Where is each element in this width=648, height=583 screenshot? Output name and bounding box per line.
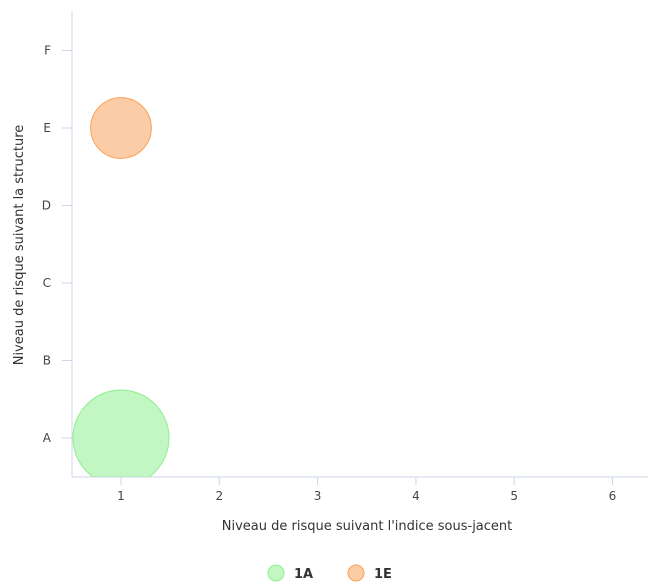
x-tick-label: 2 (215, 489, 223, 503)
axes: A B C D E F 1 2 3 4 5 6 (42, 12, 648, 503)
y-tick-label: E (43, 121, 51, 135)
legend-marker (267, 564, 285, 582)
y-tick-label: A (43, 431, 52, 445)
legend-label: 1E (374, 567, 392, 582)
y-tick-label: B (43, 354, 51, 368)
x-tick-label: 5 (510, 489, 518, 503)
x-tick-label: 4 (412, 489, 420, 503)
x-axis-title: Niveau de risque suivant l'indice sous-j… (222, 519, 513, 534)
x-tick-label: 6 (609, 489, 617, 503)
x-tick-label: 3 (314, 489, 322, 503)
x-tick-label: 1 (117, 489, 125, 503)
legend-item-1E[interactable]: 1E (347, 564, 392, 582)
legend-marker (347, 564, 365, 582)
bubbles (72, 97, 170, 486)
bubble-1E[interactable] (90, 97, 152, 159)
bubble-1A[interactable] (72, 389, 170, 486)
y-axis-title: Niveau de risque suivant la structure (12, 125, 27, 366)
legend: 1A 1E (267, 564, 392, 582)
y-tick-label: D (42, 199, 51, 213)
legend-label: 1A (294, 567, 313, 582)
axis-labels: Niveau de risque suivant l'indice sous-j… (12, 125, 512, 534)
y-tick-label: F (44, 44, 51, 58)
y-tick-label: C (43, 276, 51, 290)
legend-item-1A[interactable]: 1A (267, 564, 313, 582)
